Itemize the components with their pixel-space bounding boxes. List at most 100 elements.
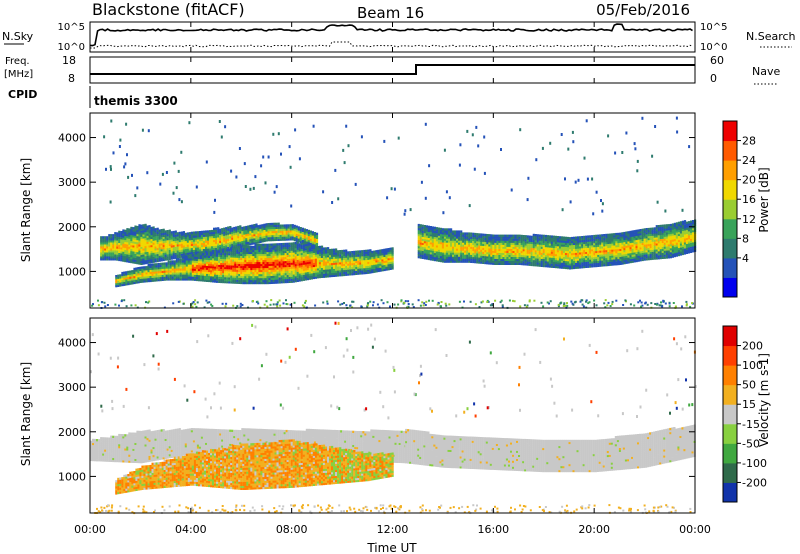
scatter-cell (536, 262, 539, 265)
scatter-cell (520, 246, 523, 250)
scatter-cell (133, 273, 136, 277)
scatter-cell (587, 255, 590, 258)
scatter-cell (196, 239, 200, 242)
scatter-cell (524, 255, 527, 258)
scatter-cell (270, 269, 273, 272)
scatter-cell (193, 266, 197, 269)
scatter-cell (329, 263, 332, 266)
scatter-cell (445, 242, 449, 245)
scatter-cell (248, 245, 251, 249)
scatter-cell (562, 266, 566, 269)
scatter-cell (460, 230, 463, 233)
scatter-cell (116, 242, 119, 245)
scatter-cell (254, 249, 257, 253)
scatter-cell (267, 237, 270, 240)
scatter-cell (458, 246, 461, 249)
scatter-cell (579, 250, 582, 253)
scatter-cell (130, 242, 133, 246)
scatter-cell (128, 256, 131, 259)
scatter-cell (222, 280, 225, 284)
scatter-cell (174, 238, 177, 241)
scatter-cell (510, 262, 513, 265)
scatter-cell (140, 236, 143, 239)
scatter-cell (631, 242, 634, 245)
scatter-cell (383, 252, 386, 255)
scatter-cell (158, 229, 161, 232)
scatter-cell (149, 267, 152, 270)
scatter-cell (490, 236, 493, 239)
scatter-cell (254, 251, 257, 255)
scatter-cell (160, 253, 163, 256)
scatter-cell (333, 270, 336, 273)
scatter-cell (544, 261, 547, 264)
scatter-cell (296, 253, 299, 256)
scatter-cell (132, 239, 135, 242)
scatter-cell (589, 237, 592, 240)
scatter-cell (199, 259, 203, 262)
scatter-cell (532, 243, 535, 247)
scatter-cell (185, 270, 188, 273)
scatter-cell (625, 233, 628, 236)
scatter-cell (605, 257, 608, 261)
scatter-cell (146, 231, 149, 234)
scatter-cell (478, 245, 481, 248)
scatter-cell (212, 256, 215, 259)
scatter-cell (316, 270, 320, 273)
scatter-cell (579, 236, 582, 239)
scatter-cell (195, 278, 199, 282)
scatter-cell (295, 225, 298, 228)
scatter-cell (298, 275, 301, 278)
scatter-cell (381, 255, 384, 258)
scatter-cell (265, 231, 268, 234)
scatter-cell (210, 280, 213, 283)
scatter-cell (318, 251, 322, 255)
scatter-cell (226, 271, 229, 274)
scatter-cell (506, 260, 509, 263)
scatter-cell (534, 244, 537, 247)
scatter-cell (538, 254, 541, 257)
scatter-cell (123, 283, 126, 286)
scatter-cell (161, 274, 164, 277)
scatter-cell (148, 259, 151, 262)
scatter-cell (621, 244, 624, 247)
scatter-cell (174, 246, 177, 249)
scatter-cell (275, 228, 278, 231)
scatter-cell (140, 254, 143, 257)
scatter-cell (564, 258, 568, 262)
scatter-cell (246, 279, 249, 283)
scatter-cell (214, 266, 217, 269)
scatter-cell (423, 233, 426, 236)
scatter-cell (470, 256, 473, 259)
scatter-cell (156, 237, 159, 241)
scatter-cell (225, 231, 228, 234)
scatter-cell (314, 262, 318, 265)
scatter-cell (355, 260, 358, 263)
scatter-cell (274, 277, 277, 280)
scatter-cell (460, 256, 463, 259)
scatter-cell (381, 253, 384, 256)
scatter-cell (178, 249, 181, 253)
scatter-cell (621, 232, 624, 235)
scatter-cell (306, 275, 309, 279)
scatter-cell (234, 267, 237, 270)
scatter-cell (303, 238, 306, 241)
scatter-cell (605, 249, 608, 253)
scatter-cell (144, 252, 147, 255)
scatter-cell (119, 274, 122, 277)
scatter-cell (292, 268, 295, 271)
scatter-cell (478, 259, 481, 262)
scatter-cell (421, 224, 424, 227)
scatter-cell (417, 240, 420, 243)
scatter-cell (168, 253, 171, 256)
scatter-cell (210, 268, 213, 271)
scatter-cell (609, 237, 612, 240)
scatter-cell (281, 230, 284, 233)
scatter-cell (597, 254, 600, 257)
scatter-cell (546, 253, 549, 256)
scatter-cell (276, 267, 279, 270)
scatter-cell (431, 244, 434, 247)
scatter-cell (490, 258, 493, 261)
scatter-cell (143, 272, 146, 275)
scatter-cell (308, 251, 311, 254)
scatter-cell (623, 256, 626, 259)
